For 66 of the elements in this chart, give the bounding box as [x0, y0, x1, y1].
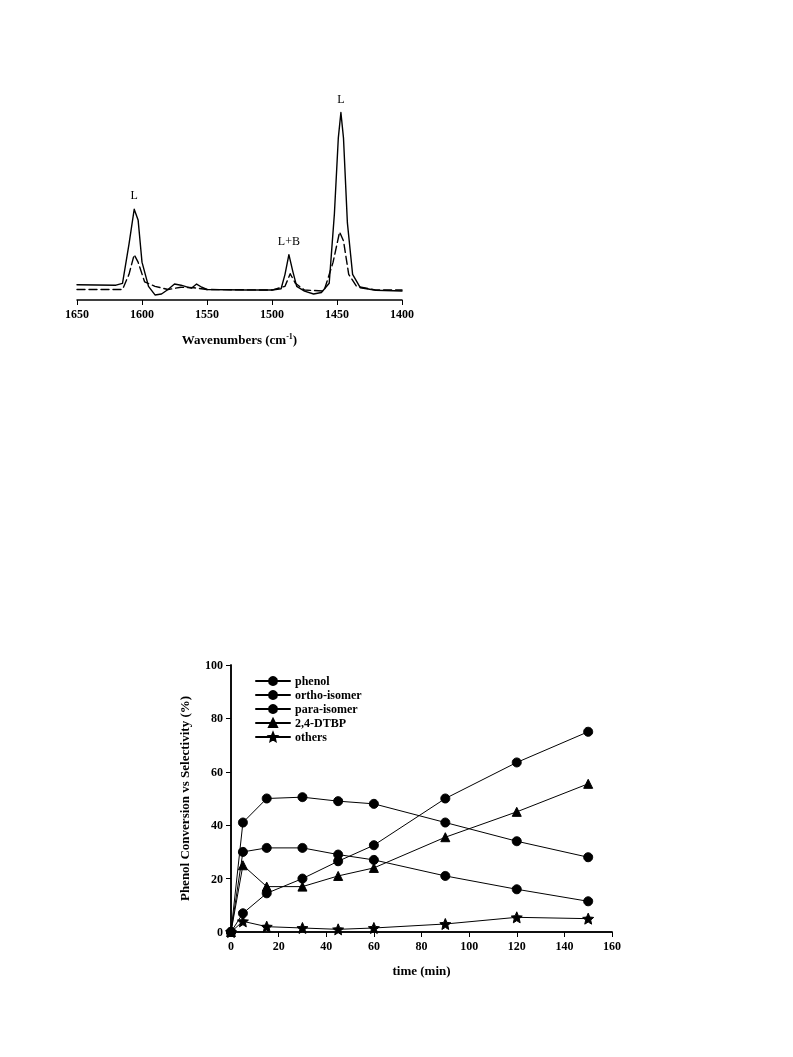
- x-axis-title: time (min): [392, 963, 451, 978]
- legend-label: ortho-isomer: [295, 688, 363, 702]
- x-tick-label: 80: [415, 939, 428, 953]
- point: [237, 846, 248, 857]
- point: [440, 870, 451, 881]
- y-tick-label: 0: [217, 925, 223, 939]
- point: [583, 896, 594, 907]
- x-tick-label: 40: [320, 939, 333, 953]
- y-tick-label: 60: [211, 764, 223, 779]
- annotation: L: [130, 188, 138, 203]
- y-tick-label: 40: [211, 818, 223, 833]
- legend-label: others: [295, 730, 328, 744]
- x-tick-label: 20: [272, 939, 285, 953]
- point: [510, 911, 523, 924]
- point: [439, 917, 452, 930]
- point: [333, 796, 344, 807]
- point: [368, 798, 379, 809]
- x-tick-label: 100: [460, 939, 479, 953]
- x-tick-label: 60: [367, 939, 380, 953]
- x-tick-label: 0: [228, 939, 234, 953]
- x-tick-label: 1600: [130, 307, 154, 321]
- x-tick-label: 1550: [195, 307, 219, 321]
- point: [367, 921, 380, 934]
- y-tick-label: 20: [211, 871, 223, 886]
- point: [511, 884, 522, 895]
- point: [333, 870, 344, 881]
- x-tick-label: 1650: [65, 307, 89, 321]
- point: [260, 920, 273, 933]
- point: [582, 912, 595, 925]
- x-tick-label: 120: [507, 939, 526, 953]
- x-tick-label: 1400: [390, 307, 414, 321]
- point: [237, 817, 248, 828]
- annotation: L: [337, 91, 345, 106]
- x-tick-label: 160: [603, 939, 621, 953]
- point: [297, 792, 308, 803]
- y-tick-label: 80: [211, 711, 223, 726]
- point: [297, 842, 308, 853]
- point: [237, 860, 248, 871]
- point: [368, 854, 379, 865]
- legend-label: para-isomer: [295, 702, 359, 716]
- point: [225, 926, 237, 938]
- point: [296, 921, 309, 934]
- point: [368, 840, 379, 851]
- point: [261, 842, 272, 853]
- x-tick-label: 140: [555, 939, 574, 953]
- point: [440, 793, 451, 804]
- legend-label: phenol: [295, 674, 331, 688]
- point: [583, 852, 594, 863]
- annotation: L+B: [277, 233, 300, 248]
- point: [440, 832, 451, 843]
- point: [332, 923, 345, 936]
- point: [511, 836, 522, 847]
- point: [261, 793, 272, 804]
- point: [237, 908, 248, 919]
- y-tick-label: 100: [205, 658, 223, 672]
- point: [583, 778, 594, 789]
- x-tick-label: 1450: [325, 307, 349, 321]
- point: [297, 873, 308, 884]
- point: [261, 881, 272, 892]
- point: [583, 726, 594, 737]
- point: [511, 757, 522, 768]
- legend-label: 2,4-DTBP: [295, 716, 346, 730]
- point: [511, 806, 522, 817]
- y-axis-title: Phenol Conversion vs Selectivity (%): [177, 695, 192, 902]
- point: [440, 817, 451, 828]
- x-tick-label: 1500: [260, 307, 284, 321]
